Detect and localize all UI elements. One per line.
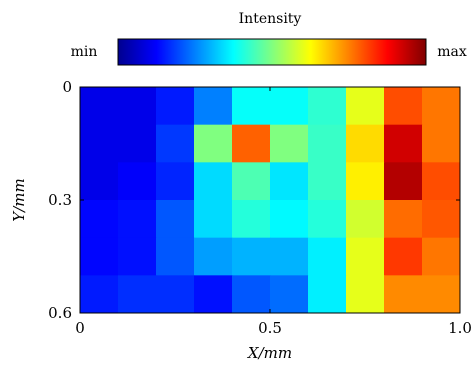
heatmap-cell	[270, 200, 309, 239]
heatmap-cell	[422, 275, 461, 314]
heatmap-cell	[308, 162, 347, 201]
axis-ticks: 0 0.5 1.0 0 0.3 0.6	[48, 78, 472, 337]
heatmap-cell	[80, 124, 119, 163]
heatmap-cell	[232, 124, 271, 163]
heatmap-cell	[422, 237, 461, 276]
heatmap-cell	[194, 200, 233, 239]
heatmap-cell	[194, 275, 233, 314]
heatmap-cell	[118, 275, 157, 314]
heatmap-cell	[156, 200, 195, 239]
heatmap-cell	[156, 275, 195, 314]
heatmap-cell	[156, 124, 195, 163]
heatmap-cell	[118, 87, 157, 126]
heatmap-cell	[194, 237, 233, 276]
heatmap-cell	[384, 237, 423, 276]
heatmap-cell	[384, 124, 423, 163]
heatmap-cell	[118, 237, 157, 276]
heatmap-cell	[270, 237, 309, 276]
heatmap-cell	[232, 162, 271, 201]
colorbar-label: Intensity	[239, 11, 302, 27]
heatmap-cell	[80, 87, 119, 126]
heatmap-cell	[308, 237, 347, 276]
heatmap-cell	[346, 237, 385, 276]
heatmap-cell	[80, 200, 119, 239]
heatmap-cell	[346, 275, 385, 314]
heatmap-cell	[118, 200, 157, 239]
heatmap-cell	[384, 275, 423, 314]
heatmap-cell	[156, 237, 195, 276]
x-tick-label: 1.0	[448, 319, 472, 337]
heatmap-cell	[422, 162, 461, 201]
heatmap-cell	[422, 200, 461, 239]
heatmap-cell	[384, 162, 423, 201]
heatmap-cell	[422, 87, 461, 126]
heatmap-cell	[346, 162, 385, 201]
heatmap-cell	[156, 162, 195, 201]
x-axis-label: X/mm	[247, 344, 292, 362]
colorbar-min-label: min	[71, 44, 98, 60]
heatmap-cell	[80, 237, 119, 276]
y-tick-label: 0.3	[48, 191, 72, 209]
heatmap-cell	[308, 275, 347, 314]
heatmap-cell	[80, 275, 119, 314]
heatmap-cell	[270, 162, 309, 201]
heatmap-cell	[346, 87, 385, 126]
heatmap-cell	[232, 237, 271, 276]
heatmap-cell	[270, 87, 309, 126]
heatmap-cell	[308, 124, 347, 163]
heatmap-cell	[194, 162, 233, 201]
heatmap-cell	[156, 87, 195, 126]
heatmap-cell	[384, 87, 423, 126]
heatmap-cell	[422, 124, 461, 163]
heatmap-cell	[232, 275, 271, 314]
heatmap-cell	[308, 87, 347, 126]
heatmap-cell	[270, 124, 309, 163]
heatmap-cell	[232, 87, 271, 126]
y-tick-label: 0.6	[48, 304, 72, 322]
heatmap-cell	[308, 200, 347, 239]
heatmap-cell	[118, 124, 157, 163]
heatmap-cell	[270, 275, 309, 314]
heatmap-cell	[194, 87, 233, 126]
heatmap-cell	[80, 162, 119, 201]
y-tick-label: 0	[62, 78, 72, 96]
heatmap-cell	[194, 124, 233, 163]
heatmap-cell	[384, 200, 423, 239]
heatmap-cell	[118, 162, 157, 201]
heatmap-cell	[232, 200, 271, 239]
colorbar	[117, 38, 427, 66]
heatmap-cells	[80, 87, 461, 314]
x-tick-label: 0	[75, 319, 85, 337]
colorbar-max-label: max	[437, 44, 467, 60]
heatmap-cell	[346, 124, 385, 163]
heatmap-cell	[346, 200, 385, 239]
x-tick-label: 0.5	[258, 319, 282, 337]
y-axis-label: Y/mm	[10, 178, 28, 221]
